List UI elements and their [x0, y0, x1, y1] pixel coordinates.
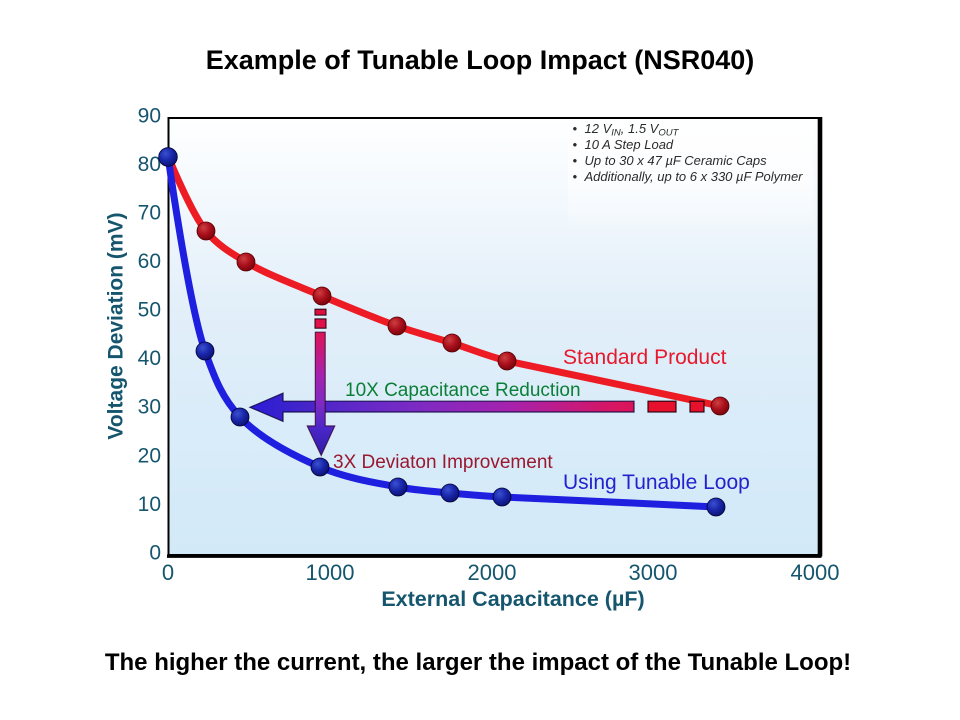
svg-text:70: 70: [138, 202, 161, 225]
svg-text:4000: 4000: [791, 560, 840, 585]
svg-text:•: •: [573, 169, 578, 184]
svg-text:10X Capacitance Reduction: 10X Capacitance Reduction: [345, 380, 581, 401]
svg-text:The higher the current, the la: The higher the current, the larger the i…: [105, 649, 851, 676]
svg-text:3000: 3000: [629, 560, 678, 585]
svg-text:Standard Product: Standard Product: [563, 346, 727, 369]
svg-text:Example of Tunable Loop Impact: Example of Tunable Loop Impact (NSR040): [206, 45, 755, 75]
svg-text:30: 30: [138, 396, 161, 419]
svg-text:Additionally, up to 6 x 330 µF: Additionally, up to 6 x 330 µF Polymer: [584, 169, 804, 184]
svg-text:•: •: [573, 153, 578, 168]
svg-text:0: 0: [162, 560, 174, 585]
svg-text:10: 10: [138, 493, 161, 516]
svg-text:External Capacitance (µF): External Capacitance (µF): [381, 587, 644, 611]
svg-text:40: 40: [138, 347, 161, 370]
svg-text:Up to 30 x 47 µF Ceramic Caps: Up to 30 x 47 µF Ceramic Caps: [585, 153, 768, 168]
svg-text:90: 90: [138, 104, 161, 127]
svg-text:•: •: [573, 121, 578, 136]
svg-text:60: 60: [138, 250, 161, 273]
svg-text:1000: 1000: [306, 560, 355, 585]
svg-text:Voltage Deviation (mV): Voltage Deviation (mV): [105, 212, 128, 439]
svg-text:2000: 2000: [468, 560, 517, 585]
svg-text:12 VIN, 1.5 VOUT: 12 VIN, 1.5 VOUT: [585, 121, 680, 139]
svg-text:80: 80: [138, 153, 161, 176]
svg-text:3X Deviaton Improvement: 3X Deviaton Improvement: [333, 452, 553, 473]
svg-text:10 A Step Load: 10 A Step Load: [585, 137, 674, 152]
svg-text:50: 50: [138, 299, 161, 322]
svg-text:20: 20: [138, 445, 161, 468]
svg-text:0: 0: [149, 542, 161, 565]
svg-text:•: •: [573, 137, 578, 152]
svg-text:Using Tunable Loop: Using Tunable Loop: [563, 471, 750, 494]
